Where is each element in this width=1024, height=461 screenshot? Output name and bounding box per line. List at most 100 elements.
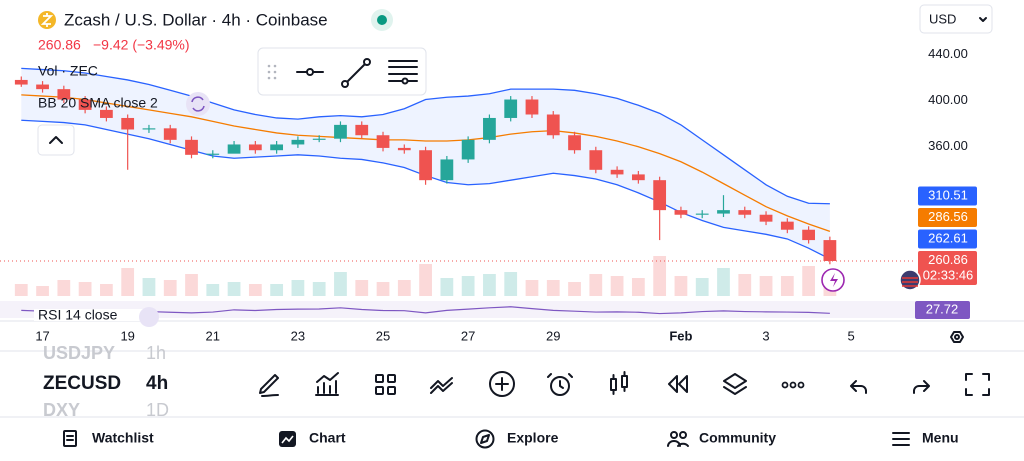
- chevron-up: [49, 136, 63, 144]
- volume-bar: [695, 278, 709, 296]
- candle-body: [100, 109, 113, 118]
- layers[interactable]: [723, 373, 747, 395]
- rsi-settings[interactable]: [139, 307, 159, 327]
- draw-tool[interactable]: [259, 374, 279, 397]
- alert[interactable]: [547, 373, 573, 396]
- volume-bar: [802, 266, 815, 296]
- volume-bar: [631, 278, 645, 296]
- rsi-value-bg: [915, 301, 970, 319]
- volume-bar: [185, 274, 198, 296]
- symbol-ticker[interactable]: USDJPY: [43, 343, 115, 363]
- y-tick-label: 440.00: [928, 46, 968, 61]
- coin-glyph: [40, 13, 54, 27]
- volume-bar: [248, 284, 262, 296]
- volume-bar: [36, 286, 49, 296]
- volume-bar: [206, 284, 220, 296]
- x-tick-label: 29: [546, 328, 560, 343]
- symbol-title: Zcash / U.S. Dollar · 4h · Coinbase: [64, 10, 328, 29]
- x-tick-label: 17: [35, 328, 49, 343]
- volume-legend: Vol · ZEC: [38, 63, 98, 79]
- x-tick-label: Feb: [669, 328, 692, 343]
- indicators[interactable]: [315, 372, 339, 396]
- candle-body: [653, 180, 667, 211]
- symbol-ticker[interactable]: DXY: [43, 400, 80, 420]
- candle-body: [121, 117, 135, 130]
- x-tick-label: 5: [848, 328, 855, 343]
- candle-body: [780, 221, 794, 230]
- currency-label: USD: [929, 11, 956, 26]
- currency-select[interactable]: [919, 4, 993, 34]
- menu-icon: [892, 432, 910, 446]
- fib-tool[interactable]: [388, 60, 418, 85]
- x-tick-label: 27: [461, 328, 475, 343]
- trend-line-tool[interactable]: [341, 58, 371, 88]
- explore-icon: [475, 429, 495, 449]
- chart-settings[interactable]: [950, 331, 964, 343]
- flash-icon: [830, 273, 838, 287]
- candle-body: [206, 153, 220, 155]
- plot-area: RSI 14 close 17 19 21 23 25 27 29 Feb 3 5 360.00 400…: [0, 46, 1024, 352]
- bb-lower-label-bg: [918, 229, 977, 249]
- nav-item[interactable]: Chart: [309, 430, 346, 446]
- candle-body: [525, 99, 539, 115]
- nav-item[interactable]: Menu: [922, 430, 959, 446]
- drag-handle[interactable]: [267, 64, 277, 80]
- candle-body: [738, 210, 752, 215]
- bb-basis: [21, 94, 831, 232]
- candle-body: [674, 210, 688, 215]
- layouts[interactable]: [375, 374, 396, 395]
- rsi-legend-bg: [34, 309, 144, 321]
- chart-icon-line: [281, 435, 294, 444]
- candle-body: [270, 144, 284, 151]
- chart-style[interactable]: [610, 371, 628, 395]
- compare[interactable]: [430, 377, 453, 394]
- symbol-ticker[interactable]: ZECUSD: [43, 373, 121, 394]
- volume-bar: [610, 276, 624, 296]
- candle-body: [419, 150, 432, 181]
- more[interactable]: [781, 381, 805, 389]
- bb-settings[interactable]: [186, 92, 210, 116]
- volume-bar: [376, 282, 390, 296]
- candle-body: [57, 89, 71, 100]
- candle-body: [546, 114, 560, 136]
- candle-body: [36, 84, 49, 90]
- y-tick-label: 360.00: [928, 138, 968, 153]
- last-price-label: 260.86: [928, 252, 968, 267]
- x-tick-label: 3: [762, 328, 769, 343]
- symbol-interval[interactable]: 4h: [146, 373, 168, 394]
- volume-bar: [674, 276, 688, 296]
- nav-item[interactable]: Community: [699, 430, 776, 446]
- candle-body: [334, 124, 347, 139]
- volume-bar: [568, 282, 581, 296]
- candle-body: [759, 214, 773, 222]
- volume-bar: [14, 284, 28, 296]
- volume-bar: [227, 282, 241, 296]
- volume-bar: [100, 284, 113, 296]
- candle-body: [568, 135, 581, 151]
- collapse-legend[interactable]: [37, 124, 75, 156]
- drawing-toolbar: [257, 47, 427, 96]
- horizontal-line-tool[interactable]: [296, 68, 324, 76]
- nav-item[interactable]: Explore: [507, 430, 559, 446]
- undo[interactable]: [850, 380, 867, 394]
- replay[interactable]: [668, 375, 688, 393]
- symbol-interval[interactable]: 1D: [146, 400, 169, 420]
- price-change: −9.42 (−3.49%): [93, 37, 190, 53]
- symbol-interval[interactable]: 1h: [146, 343, 166, 363]
- candle-body: [185, 139, 198, 155]
- add[interactable]: [489, 371, 515, 397]
- candle-body: [631, 174, 645, 181]
- volume-bar: [397, 280, 411, 296]
- candle-body: [227, 144, 241, 154]
- candle-body: [14, 79, 28, 85]
- volume-bar: [653, 256, 667, 296]
- volume-bar: [759, 276, 773, 296]
- fullscreen[interactable]: [965, 373, 990, 396]
- volume-bar: [546, 280, 560, 296]
- nav-item[interactable]: Watchlist: [92, 430, 154, 446]
- watchlist-icon: [63, 430, 77, 447]
- flag-icon: [899, 269, 921, 291]
- x-tick-label: 21: [206, 328, 220, 343]
- rsi-legend: RSI 14 close: [38, 307, 118, 323]
